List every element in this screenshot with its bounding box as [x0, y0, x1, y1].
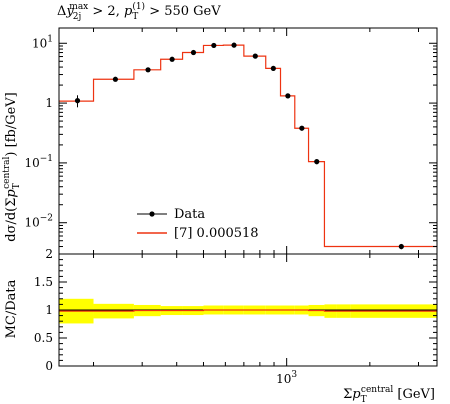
legend-mc-label: [7] 0.000518	[174, 226, 259, 241]
ratio-plot-area: 103 0 0.5 1 1.5 2	[34, 247, 438, 386]
data-point	[145, 67, 151, 73]
y-axis-label: dσ/d(ΣpTcentral) [fb/GeV]	[2, 92, 22, 241]
data-point	[74, 98, 81, 104]
ratio-y-tick-label: 0	[45, 359, 53, 373]
data-point	[211, 42, 217, 49]
ratio-y-tick-label: 1.5	[34, 275, 53, 289]
main-plot-area: 101 1 10−1 10−2	[24, 27, 438, 255]
data-point	[398, 243, 404, 250]
data-point	[285, 93, 291, 99]
data-point	[112, 76, 119, 82]
data-point	[169, 56, 175, 62]
legend: Data [7] 0.000518	[137, 207, 259, 241]
ratio-y-axis-label: MC/Data	[4, 279, 19, 338]
mc-histogram-line	[59, 44, 437, 248]
ratio-y-tick-label: 2	[45, 247, 53, 261]
ratio-mc-line	[59, 309, 437, 312]
y-tick-label: 1	[45, 96, 53, 110]
data-point	[231, 42, 237, 48]
data-point	[314, 159, 320, 165]
data-point	[270, 65, 276, 72]
data-point	[252, 53, 258, 59]
y-tick-label: 101	[32, 34, 53, 50]
ratio-y-tick-label: 0.5	[34, 331, 53, 345]
y-tick-label: 10−2	[24, 214, 53, 230]
chart-title: Δy2jmax > 2, pT(1) > 550 GeV	[57, 1, 221, 22]
x-axis-label: ΣpTcentral [GeV]	[343, 385, 435, 404]
y-tick-label: 10−1	[24, 154, 53, 170]
main-plot-frame	[58, 27, 438, 255]
ratio-y-tick-label: 1	[45, 303, 53, 317]
legend-data-label: Data	[174, 207, 205, 222]
x-tick-label: 103	[276, 370, 297, 386]
data-point	[190, 49, 197, 56]
legend-data-marker	[149, 211, 155, 217]
data-point	[299, 125, 305, 131]
